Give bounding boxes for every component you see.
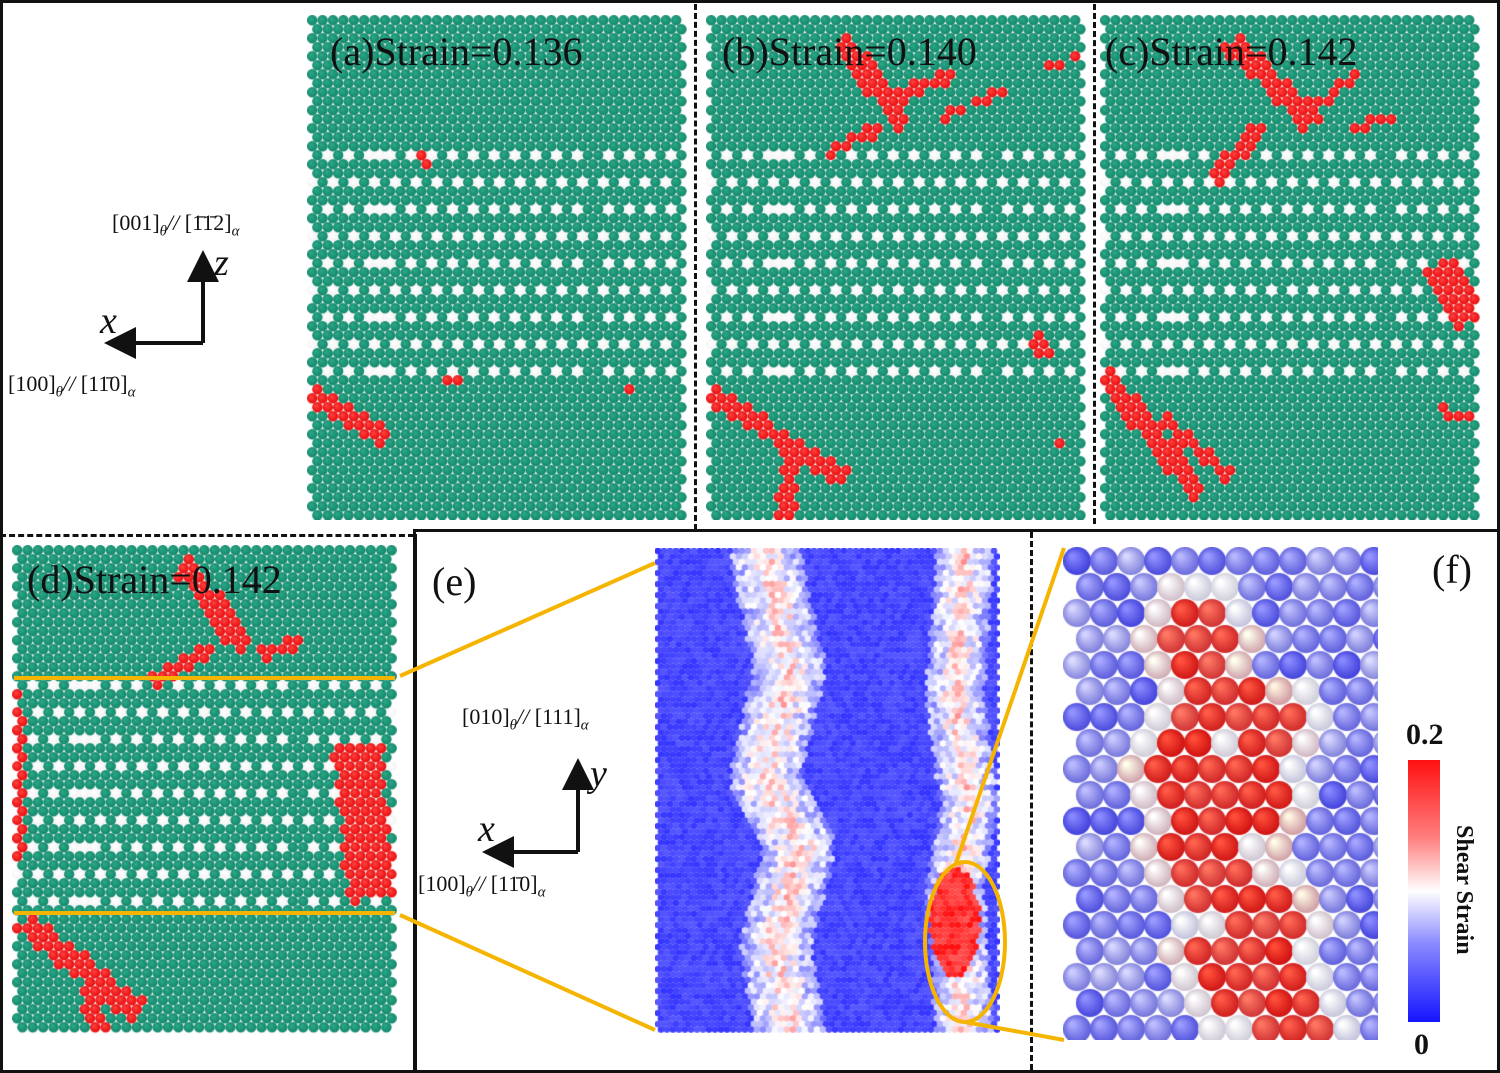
shear-strain-colorbar <box>1408 760 1440 1022</box>
shear-strain-panel-e <box>655 548 1000 1033</box>
colorbar-max-label: 0.2 <box>1406 718 1444 751</box>
panel-d-top-border <box>0 534 414 537</box>
panel-d-label: (d)Strain=0.142 <box>27 557 282 602</box>
bottom-horizontal-direction-label: [100]θ// [11̄0]α <box>418 871 546 901</box>
top-x-axis-letter: x <box>100 300 117 342</box>
top-row-frame <box>0 0 1500 534</box>
bottom-vertical-direction-label: [010]θ// [111]α <box>462 704 589 734</box>
simulation-panel-b <box>706 15 1086 520</box>
top-horizontal-direction-label: [100]θ// [11̄0]α <box>8 371 136 401</box>
top-vertical-direction-label: [001]θ// [1̄1̄2]α <box>112 210 240 240</box>
top-z-axis-letter: z <box>214 242 229 284</box>
panel-f-label: (f) <box>1432 547 1472 592</box>
simulation-panel-d <box>12 545 397 1035</box>
colorbar-min-label: 0 <box>1414 1028 1429 1061</box>
panel-ef-frame <box>413 529 1500 1073</box>
panel-e-label: (e) <box>432 559 477 604</box>
bottom-y-axis-letter: y <box>590 753 607 795</box>
panel-c-label: (c)Strain=0.142 <box>1105 29 1358 74</box>
bottom-x-axis-letter: x <box>478 808 495 850</box>
divider-a-b <box>694 4 697 530</box>
panel-a-label: (a)Strain=0.136 <box>330 29 583 74</box>
shear-strain-zoom-panel-f <box>1063 547 1378 1040</box>
simulation-panel-c <box>1100 15 1480 520</box>
colorbar-title: Shear Strain <box>1451 825 1477 955</box>
panel-b-label: (b)Strain=0.140 <box>722 29 977 74</box>
simulation-panel-a <box>307 15 687 520</box>
divider-b-c <box>1093 4 1096 524</box>
divider-e-f <box>1030 532 1033 1070</box>
